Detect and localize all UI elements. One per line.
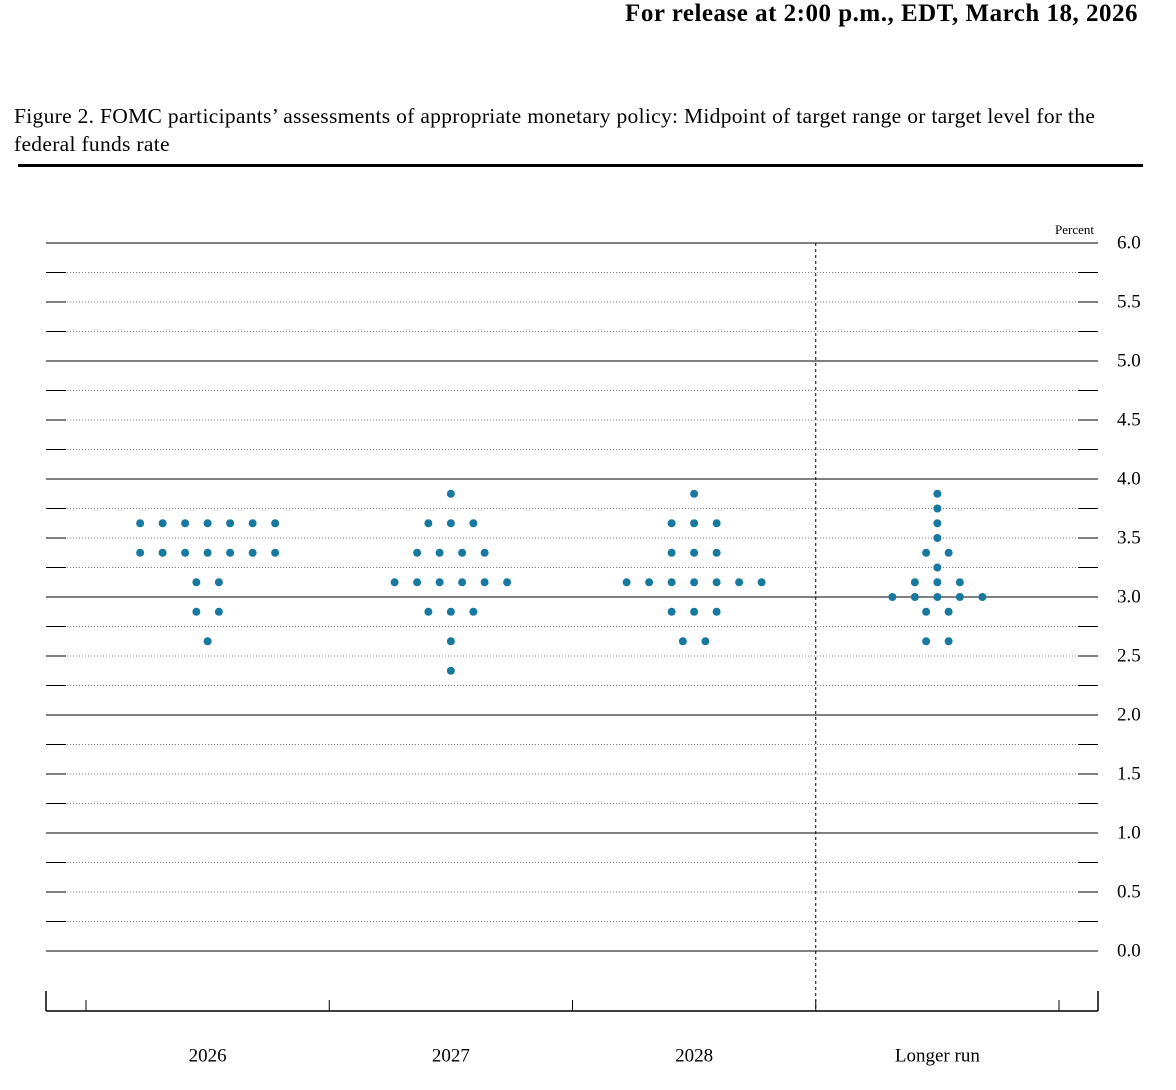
x-tick-label: 2026 (189, 1045, 227, 1066)
x-tick-label: Longer run (895, 1045, 980, 1066)
dot (667, 607, 676, 616)
dot (933, 489, 942, 498)
dot (413, 578, 422, 587)
dot (446, 607, 455, 616)
dot (933, 593, 942, 601)
y-tick-label: 1.0 (1117, 822, 1141, 843)
dot (690, 607, 699, 616)
dot (248, 519, 257, 528)
dot (203, 519, 212, 528)
dot (712, 519, 721, 528)
y-tick-label: 4.5 (1117, 409, 1141, 430)
dot (690, 519, 699, 528)
dot (214, 578, 223, 587)
dot (136, 519, 145, 528)
dot (712, 578, 721, 587)
dot (469, 607, 478, 616)
y-tick-label: 1.5 (1117, 763, 1141, 784)
dot (978, 593, 987, 601)
dot (933, 519, 942, 528)
dot (690, 548, 699, 557)
dot (888, 593, 897, 601)
dot (424, 519, 433, 528)
dot (944, 637, 953, 646)
y-tick-label: 2.5 (1117, 645, 1141, 666)
chart-title: Figure 2. FOMC participants’ assessments… (14, 104, 1096, 156)
dot (933, 504, 942, 513)
dot (933, 534, 942, 542)
y-tick-label: 0.0 (1117, 940, 1141, 961)
y-tick-label: 5.0 (1117, 350, 1141, 371)
x-tick-label: 2028 (675, 1045, 713, 1066)
dot (446, 637, 455, 646)
dot (435, 578, 444, 587)
dot (480, 548, 489, 557)
dot (690, 578, 699, 587)
dot (678, 637, 687, 646)
dot (181, 519, 190, 528)
y-tick-label: 4.0 (1117, 468, 1141, 489)
y-tick-label: 0.5 (1117, 881, 1141, 902)
dot (271, 548, 280, 557)
dot (955, 593, 964, 601)
dot (158, 519, 167, 528)
y-tick-label: 5.5 (1117, 291, 1141, 312)
dot (944, 548, 953, 557)
dot (922, 548, 931, 557)
dot (446, 489, 455, 498)
dot (136, 548, 145, 557)
dot (446, 519, 455, 528)
dot (192, 578, 201, 587)
dot (922, 637, 931, 646)
dot (390, 578, 399, 587)
dot (158, 548, 167, 557)
y-tick-label: 3.0 (1117, 586, 1141, 607)
dot (933, 563, 942, 572)
dot (944, 607, 953, 616)
dot (667, 519, 676, 528)
dot (248, 548, 257, 557)
dot (910, 578, 919, 587)
dot (214, 607, 223, 616)
dot (203, 637, 212, 646)
dot (424, 607, 433, 616)
dot (757, 578, 766, 587)
dot (922, 607, 931, 616)
dot (271, 519, 280, 528)
dot (712, 548, 721, 557)
dot (503, 578, 512, 587)
dot (226, 519, 235, 528)
y-unit: Percent (1055, 222, 1094, 237)
dot (712, 607, 721, 616)
dot (701, 637, 710, 646)
release-note: For release at 2:00 p.m., EDT, March 18,… (625, 0, 1138, 27)
dot (690, 489, 699, 498)
dot (667, 578, 676, 587)
x-tick-label: 2027 (432, 1045, 470, 1066)
dot (735, 578, 744, 587)
dot (446, 666, 455, 675)
dot (480, 578, 489, 587)
dot (413, 548, 422, 557)
dot (933, 578, 942, 587)
y-tick-label: 3.5 (1117, 527, 1141, 548)
dot (192, 607, 201, 616)
dot (458, 578, 467, 587)
y-tick-label: 2.0 (1117, 704, 1141, 725)
dot (910, 593, 919, 601)
dot (955, 578, 964, 587)
y-tick-label: 6.0 (1117, 232, 1141, 253)
dot (469, 519, 478, 528)
dot (667, 548, 676, 557)
dot (226, 548, 235, 557)
dot (203, 548, 212, 557)
dot (435, 548, 444, 557)
dot (458, 548, 467, 557)
dot (645, 578, 654, 587)
dot (622, 578, 631, 587)
dot (181, 548, 190, 557)
